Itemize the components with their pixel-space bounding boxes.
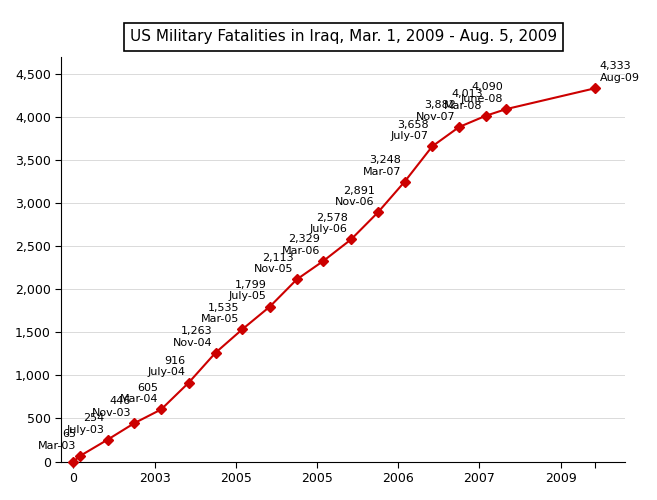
- Text: 65
Mar-03: 65 Mar-03: [38, 429, 77, 451]
- Text: 2,891
Nov-06: 2,891 Nov-06: [335, 186, 374, 208]
- Text: 916
July-04: 916 July-04: [147, 356, 185, 378]
- Text: 3,248
Mar-07: 3,248 Mar-07: [363, 155, 401, 176]
- Text: 2,329
Mar-06: 2,329 Mar-06: [282, 234, 320, 256]
- Text: 605
Mar-04: 605 Mar-04: [120, 382, 158, 404]
- Text: 3,658
July-07: 3,658 July-07: [391, 120, 429, 141]
- Text: 2,113
Nov-05: 2,113 Nov-05: [254, 252, 294, 274]
- Text: 254
July-03: 254 July-03: [66, 413, 104, 434]
- Text: 1,535
Mar-05: 1,535 Mar-05: [200, 302, 239, 324]
- Text: 2,578
July-06: 2,578 July-06: [310, 212, 348, 234]
- Text: 4,090
June-08: 4,090 June-08: [461, 82, 503, 104]
- Text: 4,013
Mar-08: 4,013 Mar-08: [444, 89, 483, 110]
- Text: US Military Fatalities in Iraq, Mar. 1, 2009 - Aug. 5, 2009: US Military Fatalities in Iraq, Mar. 1, …: [130, 30, 557, 44]
- Text: 446
Nov-03: 446 Nov-03: [91, 396, 131, 418]
- Text: 3,882
Nov-07: 3,882 Nov-07: [416, 100, 456, 122]
- Text: 1,799
July-05: 1,799 July-05: [229, 280, 267, 301]
- Text: 4,333
Aug-09: 4,333 Aug-09: [599, 62, 639, 83]
- Text: 1,263
Nov-04: 1,263 Nov-04: [173, 326, 212, 347]
